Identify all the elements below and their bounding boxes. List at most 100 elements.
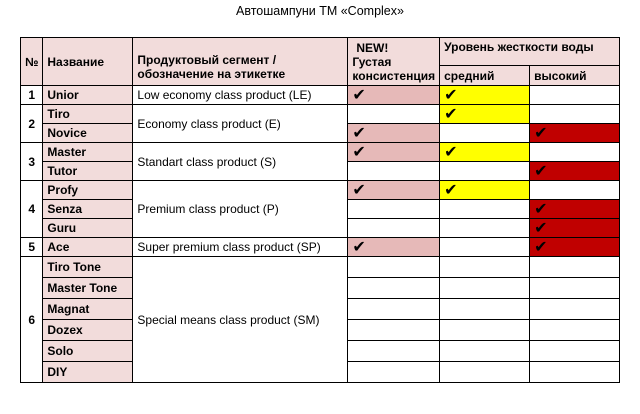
table-row: DIY [21, 361, 621, 383]
product-name: Tiro Tone [42, 256, 134, 278]
medium-cell [439, 361, 531, 383]
product-table: № Название Продуктовый сегмент / обознач… [19, 37, 621, 383]
medium-cell [439, 319, 531, 341]
table-body: 1 Unior Low economy class product (LE) ✔ ✔ 2 T… [19, 85, 621, 383]
high-cell: ✔ [529, 218, 621, 238]
check-icon: ✔ [534, 161, 548, 180]
table-row: 5 Ace Super premium class product (SP) ✔ ✔ [19, 237, 621, 257]
check-icon: ✔ [444, 104, 458, 123]
new-cell [347, 199, 441, 219]
check-icon: ✔ [534, 199, 548, 218]
header-num: № [19, 37, 44, 86]
medium-cell [439, 199, 531, 219]
medium-cell: ✔ [439, 85, 531, 105]
medium-cell [439, 298, 531, 320]
product-name: Magnat [42, 298, 134, 320]
high-cell [529, 340, 621, 362]
medium-cell [439, 237, 531, 257]
product-name: DIY [42, 361, 134, 383]
header-hardness: Уровень жесткости воды [439, 37, 621, 66]
high-cell [529, 298, 621, 320]
product-name: Novice [42, 123, 134, 143]
segment-label: Standart class product (S) [132, 142, 349, 181]
high-cell [529, 277, 621, 299]
check-icon: ✔ [352, 85, 366, 104]
table-row: Tutor ✔ [21, 161, 621, 181]
header-name: Название [42, 37, 134, 86]
table-row: 2 Tiro Economy class product (E) ✔ [19, 104, 621, 143]
check-icon: ✔ [352, 123, 366, 142]
medium-cell [439, 123, 531, 143]
table-row: Novice ✔ ✔ [21, 123, 621, 143]
header-segment-line2: обозначение на этикетке [137, 66, 286, 81]
high-cell [529, 180, 621, 200]
product-name: Master Tone [42, 277, 134, 299]
medium-cell: ✔ [439, 104, 531, 124]
product-name: Tiro [42, 104, 134, 124]
group-number: 4 [19, 180, 44, 238]
product-name: Solo [42, 340, 134, 362]
group-number: 5 [19, 237, 44, 257]
new-cell [347, 319, 441, 341]
product-name: Unior [42, 85, 134, 105]
product-name: Guru [42, 218, 134, 238]
high-cell [529, 142, 621, 162]
check-icon: ✔ [534, 218, 548, 237]
new-cell: ✔ [347, 180, 441, 200]
new-cell [347, 277, 441, 299]
group-number: 6 [19, 256, 44, 383]
medium-cell: ✔ [439, 180, 531, 200]
check-icon: ✔ [534, 123, 548, 142]
new-cell [347, 256, 441, 278]
check-icon: ✔ [444, 180, 458, 199]
header-segment: Продуктовый сегмент / обозначение на эти… [132, 37, 349, 86]
header-new-line2: Густая [352, 54, 392, 69]
table-row: 1 Unior Low economy class product (LE) ✔ ✔ [19, 85, 621, 105]
new-cell: ✔ [347, 237, 441, 257]
table-row: 6 Tiro Tone Special means class product (S… [19, 256, 621, 383]
new-cell [347, 298, 441, 320]
product-name: Tutor [42, 161, 134, 181]
new-cell [347, 218, 441, 238]
medium-cell: ✔ [439, 142, 531, 162]
high-cell: ✔ [529, 199, 621, 219]
high-cell [529, 361, 621, 383]
medium-cell [439, 218, 531, 238]
product-name: Senza [42, 199, 134, 219]
header-segment-line1: Продуктовый сегмент / [137, 52, 277, 67]
page-title: Автошампуни ТМ «Complex» [236, 4, 404, 18]
check-icon: ✔ [444, 85, 458, 104]
high-cell: ✔ [529, 123, 621, 143]
new-cell [347, 104, 441, 124]
high-cell: ✔ [529, 161, 621, 181]
check-icon: ✔ [352, 237, 366, 256]
product-name: Master [42, 142, 134, 162]
product-name: Ace [42, 237, 134, 257]
high-cell [529, 104, 621, 124]
table-row: Solo [21, 340, 621, 362]
group-number: 1 [19, 85, 44, 105]
table-row: 4 Profy Premium class product (P) ✔ ✔ [19, 180, 621, 238]
header-medium: средний [439, 65, 531, 86]
high-cell [529, 256, 621, 278]
new-cell [347, 361, 441, 383]
segment-label: Economy class product (E) [132, 104, 349, 143]
segment-label: Low economy class product (LE) [132, 85, 349, 105]
new-cell: ✔ [347, 142, 441, 162]
high-cell: ✔ [529, 237, 621, 257]
header-new: NEW! Густая консистенция [347, 37, 441, 86]
high-cell [529, 85, 621, 105]
medium-cell [439, 340, 531, 362]
header-new-line1: NEW! [356, 40, 389, 55]
new-cell [347, 340, 441, 362]
new-cell [347, 161, 441, 181]
medium-cell [439, 277, 531, 299]
table-row: Senza ✔ [21, 199, 621, 219]
group-number: 2 [19, 104, 44, 143]
product-name: Dozex [42, 319, 134, 341]
medium-cell [439, 161, 531, 181]
check-icon: ✔ [444, 142, 458, 161]
medium-cell [439, 256, 531, 278]
header-high: высокий [529, 65, 621, 86]
segment-label: Premium class product (P) [132, 180, 349, 238]
